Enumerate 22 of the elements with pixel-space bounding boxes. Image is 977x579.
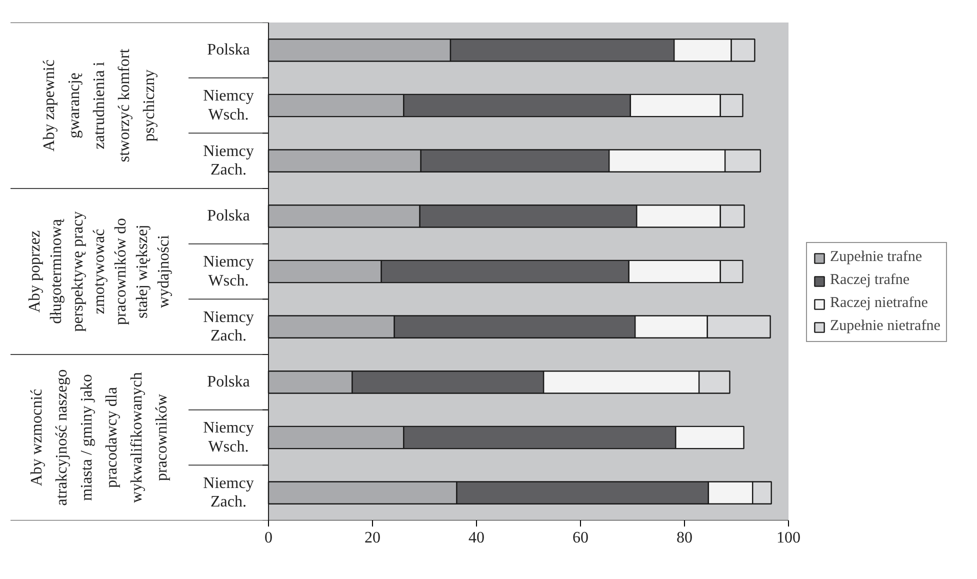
y-tick-label: Niemcy Zach.	[203, 474, 254, 511]
y-tick-label: Polska	[207, 208, 250, 225]
y-tick-label: Niemcy Wsch.	[203, 254, 254, 290]
text: Aby poprzez długoterminową perspektywę pracy zmotywować pracowników do stałej większej wydajności	[26, 211, 172, 332]
x-tick-label: 80	[676, 530, 692, 546]
legend-label: Raczej trafne	[830, 272, 910, 289]
y-tick-label: Polska	[207, 42, 250, 59]
legend-label: Zupełnie nietrafne	[830, 318, 940, 335]
x-tick-label: 100	[776, 530, 800, 546]
legend-label: Raczej nietrafne	[830, 295, 928, 312]
y-tick-label: Niemcy Zach.	[203, 142, 254, 179]
y-tick-label: Polska	[207, 374, 250, 391]
x-tick-label: 20	[364, 530, 380, 546]
y-tick-label: Niemcy Wsch.	[203, 88, 254, 124]
text: Aby wzmocnić atrakcyjność naszego miasta / gminy jako pracodawcy dla wykwalifikowanych pracowników	[28, 369, 170, 506]
legend-label: Zupełnie trafne	[830, 249, 922, 266]
y-tick-label: Niemcy Wsch.	[203, 420, 254, 456]
x-tick-label: 60	[572, 530, 588, 546]
x-tick-label: 0	[264, 530, 272, 546]
x-tick-label: 40	[468, 530, 484, 546]
text: Aby zapewnić gwarancję zatrudnienia i stworzyć komfort psychiczny	[41, 48, 158, 162]
y-tick-label: Niemcy Zach.	[203, 308, 254, 345]
